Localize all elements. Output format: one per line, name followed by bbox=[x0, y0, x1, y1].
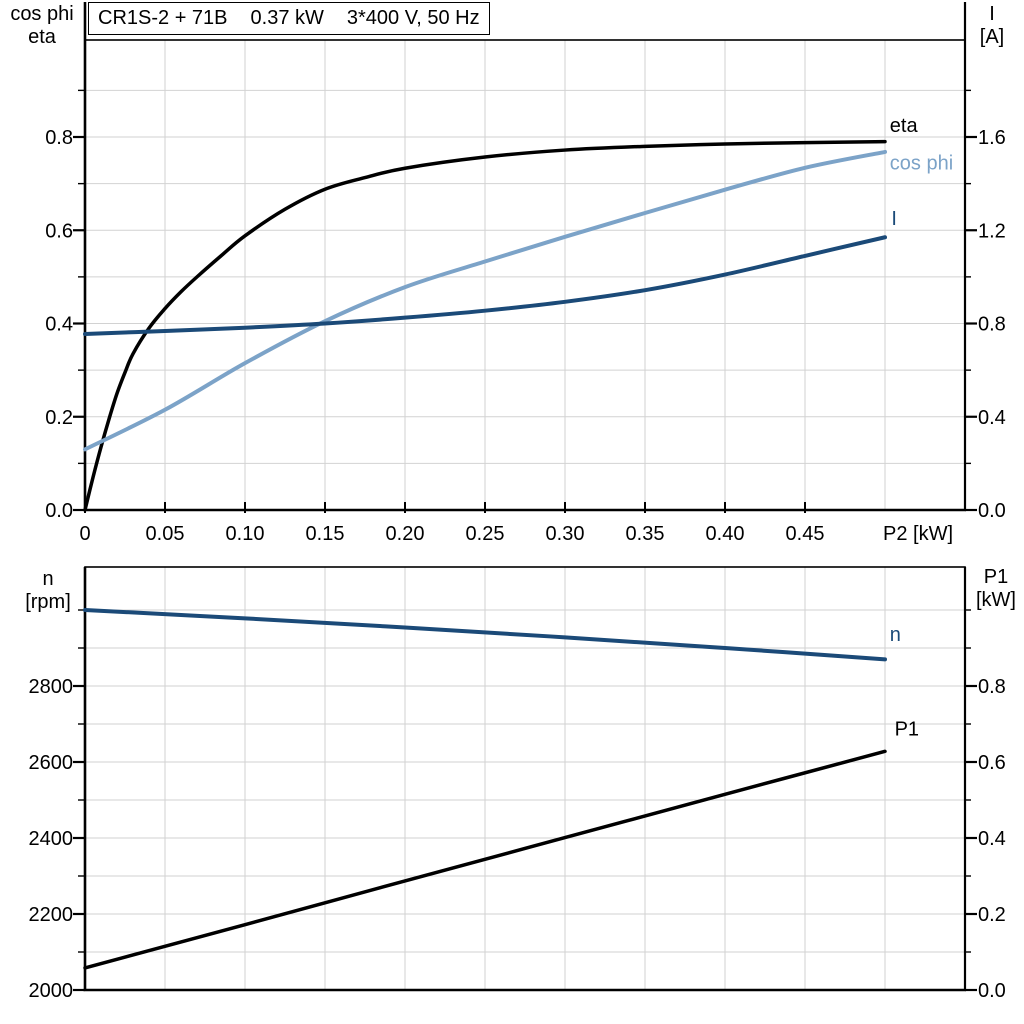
axis-title-line: [rpm] bbox=[25, 591, 71, 613]
chart-title-box: CR1S-2 + 71B 0.37 kW 3*400 V, 50 Hz bbox=[88, 2, 490, 35]
cos_phi-curve bbox=[83, 149, 887, 452]
right-tick-label: 0.8 bbox=[978, 314, 1006, 336]
x-axis-label: P2 [kW] bbox=[883, 523, 953, 545]
n-curve bbox=[83, 608, 887, 662]
I-curve bbox=[83, 235, 887, 336]
x-tick-label: 0.10 bbox=[226, 523, 265, 545]
x-tick-label: 0.30 bbox=[546, 523, 585, 545]
axis-title-line: cos phi bbox=[10, 3, 74, 25]
left-tick-label: 2400 bbox=[29, 828, 74, 850]
left-tick-label: 0.2 bbox=[45, 407, 73, 429]
right-tick-label: 0.8 bbox=[978, 676, 1006, 698]
x-tick-label: 0.25 bbox=[466, 523, 505, 545]
x-tick-label: 0.05 bbox=[146, 523, 185, 545]
x-tick-label: 0.40 bbox=[706, 523, 745, 545]
right-tick-label: 0.6 bbox=[978, 752, 1006, 774]
right-tick-label: 0.2 bbox=[978, 904, 1006, 926]
left-tick-label: 2600 bbox=[29, 752, 74, 774]
left-tick-label: 2000 bbox=[29, 980, 74, 1002]
right-tick-label: 1.2 bbox=[978, 220, 1006, 242]
axis-title-line: eta bbox=[28, 26, 56, 48]
right-tick-label: 0.4 bbox=[978, 407, 1006, 429]
top-left-axis-title: cos phi eta bbox=[4, 3, 80, 49]
axis-title-line: [A] bbox=[979, 26, 1005, 48]
left-tick-label: 0.0 bbox=[45, 500, 73, 522]
plot-frame bbox=[84, 566, 966, 991]
left-tick-label: 0.4 bbox=[45, 314, 73, 336]
axis-title-line: n bbox=[42, 568, 54, 590]
right-tick-label: 1.6 bbox=[978, 127, 1006, 149]
I-curve-label: I bbox=[891, 208, 897, 230]
left-tick-label: 0.6 bbox=[45, 220, 73, 242]
right-tick-label: 0.0 bbox=[978, 500, 1006, 522]
plot-frame bbox=[84, 39, 966, 511]
P1-curve bbox=[83, 749, 887, 970]
x-tick-label: 0.20 bbox=[386, 523, 425, 545]
right-tick-label: 0.0 bbox=[978, 980, 1006, 1002]
bottom-left-axis-title: n [rpm] bbox=[12, 568, 84, 614]
left-tick-label: 2200 bbox=[29, 904, 74, 926]
axis-title-line: I bbox=[989, 3, 995, 25]
bottom-right-axis-title: P1 [kW] bbox=[966, 566, 1024, 612]
n-curve-label: n bbox=[890, 624, 901, 646]
left-tick-label: 0.8 bbox=[45, 127, 73, 149]
top-right-axis-title: I [A] bbox=[963, 3, 1021, 49]
axis-title-line: P1 bbox=[983, 566, 1009, 588]
axis-title-line: [kW] bbox=[976, 589, 1016, 611]
x-tick-label: 0.35 bbox=[626, 523, 665, 545]
rated-power: 0.37 kW bbox=[250, 7, 324, 29]
right-tick-label: 0.4 bbox=[978, 828, 1006, 850]
x-tick-label: 0.45 bbox=[786, 523, 825, 545]
eta-curve-label: eta bbox=[890, 115, 919, 137]
eta-curve bbox=[83, 139, 887, 512]
left-tick-label: 2800 bbox=[29, 676, 74, 698]
pump-model: CR1S-2 + 71B bbox=[98, 7, 228, 29]
x-tick-label: 0 bbox=[79, 523, 90, 545]
P1-curve-label: P1 bbox=[895, 719, 919, 741]
cos_phi-curve-label: cos phi bbox=[890, 153, 953, 175]
supply-voltage: 3*400 V, 50 Hz bbox=[346, 7, 480, 29]
x-tick-label: 0.15 bbox=[306, 523, 345, 545]
